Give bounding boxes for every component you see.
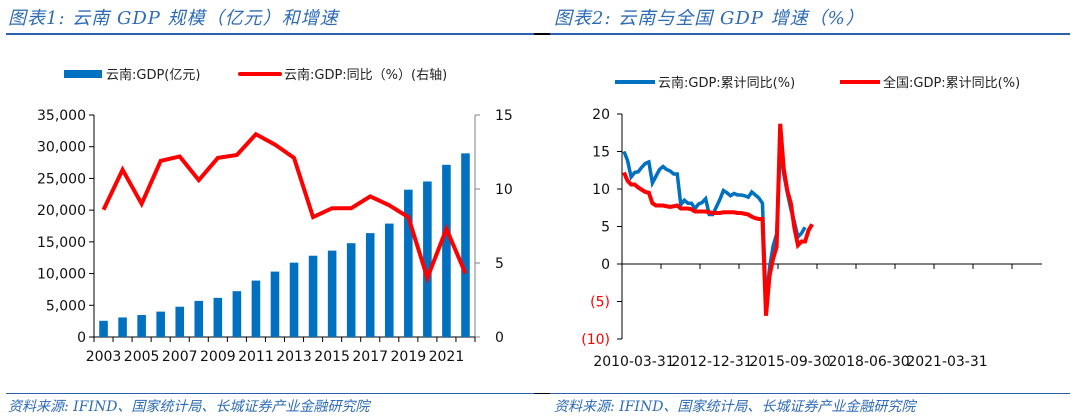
bar-2022 <box>461 153 470 337</box>
bar-2009 <box>213 297 223 337</box>
right-y-tick-label: 10 <box>495 182 513 198</box>
x-tick-label: 2005 <box>124 349 160 365</box>
growth-line <box>101 131 468 284</box>
y-tick-label: (10) <box>581 332 610 348</box>
x-tick-label: 2015-09-30 <box>749 354 830 370</box>
x-tick-label: 2010-03-31 <box>593 354 674 370</box>
legend-label-line: 云南:GDP:同比（%）(右轴) <box>284 67 447 83</box>
bar-2010 <box>232 291 242 337</box>
left-y-tick-label: 30,000 <box>37 140 86 156</box>
title-rule-start <box>540 33 550 35</box>
legend-swatch-bar <box>64 70 102 78</box>
x-tick-label: 2019 <box>391 349 427 365</box>
left-y-tick-label: 25,000 <box>37 171 86 187</box>
x-tick-label: 2015 <box>314 349 350 365</box>
chart-2-svg: 云南:GDP:累计同比(%) 全国:GDP:累计同比(%) (10) (5) 0 5 10 1… <box>581 75 1042 370</box>
source-note: 资料来源: IFIND、国家统计局、长城证券产业金融研究院 <box>554 399 916 415</box>
chart-title: 图表1: 云南 GDP 规模（亿元）和增速 <box>8 8 339 29</box>
y-tick-label: (5) <box>590 295 610 311</box>
x-tick-label: 2017 <box>352 349 388 365</box>
left-y-tick-label: 0 <box>77 330 86 346</box>
source-note: 资料来源: IFIND、国家统计局、长城证券产业金融研究院 <box>8 399 370 415</box>
bar-2016 <box>346 243 356 337</box>
bar-2017 <box>365 233 375 337</box>
x-tick-label: 2021 <box>429 349 465 365</box>
legend-label-national: 全国:GDP:累计同比(%) <box>883 75 1020 91</box>
y-tick-label: 15 <box>592 145 610 161</box>
left-y-tick-label: 35,000 <box>37 108 86 124</box>
left-y-tick-label: 10,000 <box>37 267 86 283</box>
source-rule-start <box>540 393 550 394</box>
source-rule-end <box>534 393 540 394</box>
legend-label-bar: 云南:GDP(亿元) <box>106 67 200 83</box>
chart-1-svg: 云南:GDP(亿元) 云南:GDP:同比（%）(右轴) 0 5,000 10,000 15… <box>37 67 513 365</box>
right-y-tick-label: 5 <box>495 256 504 272</box>
source-rule <box>6 393 534 394</box>
title-rule-end <box>534 33 540 35</box>
bar-2019 <box>404 189 413 337</box>
y-tick-label: 5 <box>601 220 610 236</box>
x-tick-label: 2003 <box>86 349 122 365</box>
bar-2004 <box>118 317 127 337</box>
bar-2015 <box>327 250 337 337</box>
legend-label-yunnan: 云南:GDP:累计同比(%) <box>658 75 795 91</box>
bar-2007 <box>175 306 185 337</box>
bar-2021 <box>442 164 451 337</box>
bar-2018 <box>384 223 394 337</box>
right-y-tick-label: 15 <box>495 108 513 124</box>
bar-2005 <box>137 315 146 337</box>
chart-title: 图表2: 云南与全国 GDP 增速（%） <box>554 8 865 29</box>
bar-2020 <box>423 181 432 337</box>
x-tick-label: 2012-12-31 <box>671 354 752 370</box>
left-y-tick-label: 5,000 <box>46 298 86 314</box>
bar-2006 <box>156 311 165 337</box>
x-tick-label: 2013 <box>276 349 312 365</box>
bar-2012 <box>270 271 280 337</box>
y-tick-label: 10 <box>592 182 610 198</box>
x-tick-label: 2009 <box>200 349 236 365</box>
x-tick-label: 2007 <box>162 349 198 365</box>
bar-2011 <box>251 280 261 337</box>
national-line <box>622 123 814 316</box>
y-tick-label: 0 <box>601 257 610 273</box>
x-tick-label: 2011 <box>238 349 274 365</box>
y-tick-label: 20 <box>592 107 610 123</box>
left-y-tick-label: 15,000 <box>37 235 86 251</box>
bar-2008 <box>194 300 204 337</box>
x-tick-label: 2018-06-30 <box>828 354 909 370</box>
bar-2013 <box>289 262 299 337</box>
left-y-tick-label: 20,000 <box>37 203 86 219</box>
title-rule <box>550 33 1070 35</box>
bar-2014 <box>308 255 318 337</box>
source-rule <box>550 393 1070 394</box>
chart-panel-yunnan-vs-national: 图表2: 云南与全国 GDP 增速（%） 云南:GDP:累计同比(%) 全国:GD… <box>540 0 1080 418</box>
chart-panel-yunnan-gdp: 图表1: 云南 GDP 规模（亿元）和增速 云南:GDP(亿元) 云南:GDP:同… <box>6 8 540 415</box>
x-tick-label: 2021-03-31 <box>906 354 987 370</box>
right-y-tick-label: 0 <box>495 330 504 346</box>
title-rule <box>6 33 534 35</box>
bar-2003 <box>99 320 108 337</box>
